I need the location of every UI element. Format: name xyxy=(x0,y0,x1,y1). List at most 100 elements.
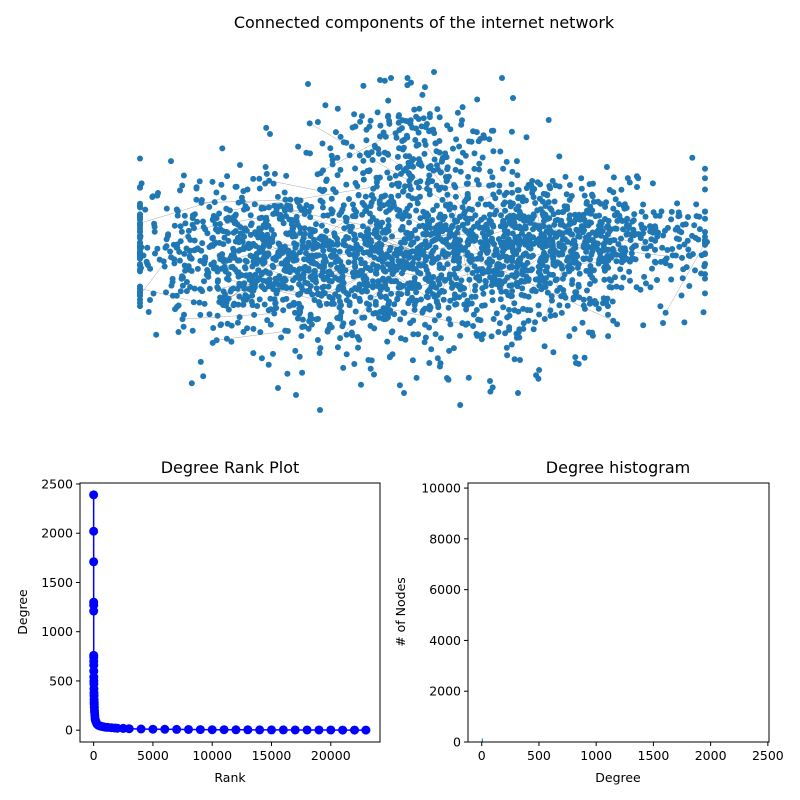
histogram-x-tick-label: 500 xyxy=(527,748,551,763)
network-node xyxy=(301,205,308,212)
network-node xyxy=(385,97,392,104)
network-node xyxy=(267,306,274,313)
network-node xyxy=(529,178,536,184)
network-node xyxy=(309,276,316,283)
network-node xyxy=(324,328,331,335)
network-node xyxy=(396,207,403,214)
rank-x-tick-label: 10000 xyxy=(192,748,232,763)
network-node xyxy=(391,311,398,318)
network-node xyxy=(578,185,585,192)
network-node xyxy=(230,302,237,309)
network-node xyxy=(431,237,438,244)
network-node xyxy=(230,214,237,220)
network-node xyxy=(421,339,428,346)
network-node xyxy=(496,182,503,189)
network-node xyxy=(510,218,517,225)
network-node xyxy=(488,229,494,236)
network-node xyxy=(458,121,465,128)
network-node xyxy=(573,360,579,366)
rank-plot-y-ticks: 0 500 1000 1500 2000 2500 xyxy=(41,476,80,738)
network-node xyxy=(282,277,289,284)
network-node xyxy=(242,225,249,232)
network-node xyxy=(385,217,392,224)
network-node xyxy=(497,148,504,155)
network-node xyxy=(522,241,529,248)
network-node xyxy=(426,306,433,313)
network-node xyxy=(510,200,516,207)
network-node xyxy=(448,280,455,286)
network-node xyxy=(568,231,575,238)
network-node xyxy=(340,139,347,146)
network-node xyxy=(282,327,289,334)
network-node xyxy=(274,193,281,200)
network-node xyxy=(299,369,306,376)
network-node xyxy=(489,181,496,188)
network-node xyxy=(289,233,296,240)
network-node xyxy=(182,267,189,274)
network-node xyxy=(395,180,402,187)
network-node xyxy=(316,350,323,356)
network-node xyxy=(388,205,395,211)
network-node xyxy=(200,373,207,380)
network-node xyxy=(556,243,563,250)
network-node xyxy=(294,199,301,206)
network-node xyxy=(271,310,278,317)
network-node xyxy=(250,287,257,294)
network-node xyxy=(318,236,325,243)
network-node xyxy=(357,267,364,274)
network-node xyxy=(265,250,271,257)
network-node xyxy=(628,255,635,262)
network-node xyxy=(295,143,302,150)
histogram-y-tick-label: 2000 xyxy=(429,684,461,699)
network-node xyxy=(683,264,690,271)
network-node xyxy=(459,117,465,124)
network-node xyxy=(581,192,588,199)
network-node xyxy=(425,278,432,284)
network-node xyxy=(545,215,552,222)
network-node xyxy=(530,326,537,333)
network-node xyxy=(605,311,611,318)
network-node xyxy=(298,333,305,339)
network-node xyxy=(267,131,273,137)
rank-point xyxy=(243,725,253,735)
network-node xyxy=(248,298,255,305)
network-node xyxy=(362,193,369,200)
network-node xyxy=(402,183,408,190)
network-node xyxy=(406,213,413,220)
network-node xyxy=(355,191,362,198)
network-node xyxy=(474,267,480,274)
network-node xyxy=(299,242,306,249)
network-node xyxy=(168,158,174,165)
network-node xyxy=(459,204,466,211)
network-node xyxy=(605,264,612,271)
network-node xyxy=(644,252,651,259)
network-node xyxy=(381,311,388,318)
network-node xyxy=(317,302,324,309)
network-node xyxy=(640,201,647,208)
network-node xyxy=(330,186,337,193)
network-node xyxy=(404,286,411,293)
network-node xyxy=(181,311,187,318)
network-node xyxy=(436,114,443,121)
network-node xyxy=(456,143,463,150)
network-node xyxy=(386,253,393,260)
network-node xyxy=(367,203,374,209)
network-node xyxy=(280,307,287,314)
network-node xyxy=(400,309,407,316)
network-node xyxy=(581,354,588,361)
network-node xyxy=(326,321,333,328)
network-node xyxy=(473,330,480,337)
network-node xyxy=(491,252,498,259)
network-node xyxy=(409,357,416,364)
network-node xyxy=(692,234,699,241)
network-node xyxy=(273,305,280,311)
network-node xyxy=(454,229,460,236)
network-node xyxy=(375,150,382,157)
network-node xyxy=(241,285,248,292)
network-node xyxy=(385,301,392,308)
network-node xyxy=(679,254,685,261)
network-node xyxy=(513,206,520,213)
network-node xyxy=(427,163,434,169)
network-node xyxy=(388,290,395,297)
network-node xyxy=(658,258,664,265)
